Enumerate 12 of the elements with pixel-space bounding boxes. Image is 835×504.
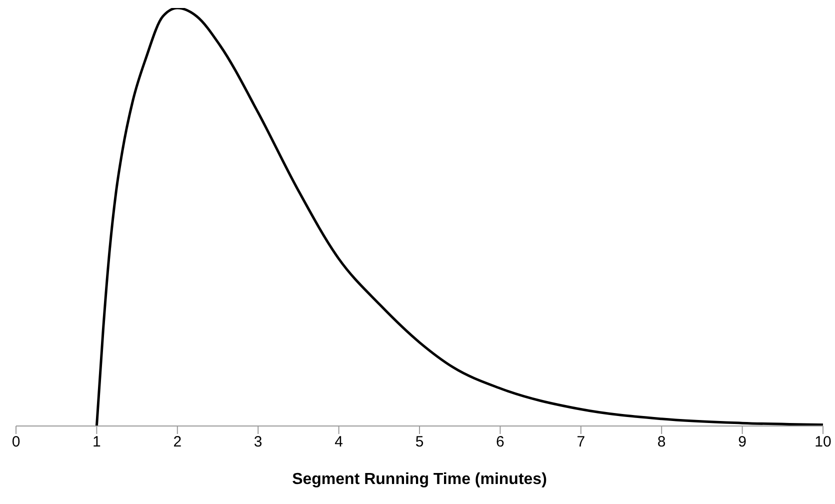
x-tick-label: 3 [254, 434, 262, 451]
x-tick-label: 10 [814, 434, 832, 451]
x-tick-label: 1 [92, 434, 101, 451]
x-tick-label: 7 [576, 434, 586, 451]
x-tick-label: 8 [657, 434, 666, 451]
x-tick-label: 2 [173, 434, 182, 451]
x-tick-label: 6 [496, 434, 504, 451]
x-tick-label: 5 [415, 434, 424, 451]
x-tick-label: 9 [738, 434, 746, 451]
x-tick-label: 4 [334, 434, 343, 451]
x-axis-title: Segment Running Time (minutes) [292, 471, 547, 488]
x-tick-label: 0 [12, 434, 20, 451]
